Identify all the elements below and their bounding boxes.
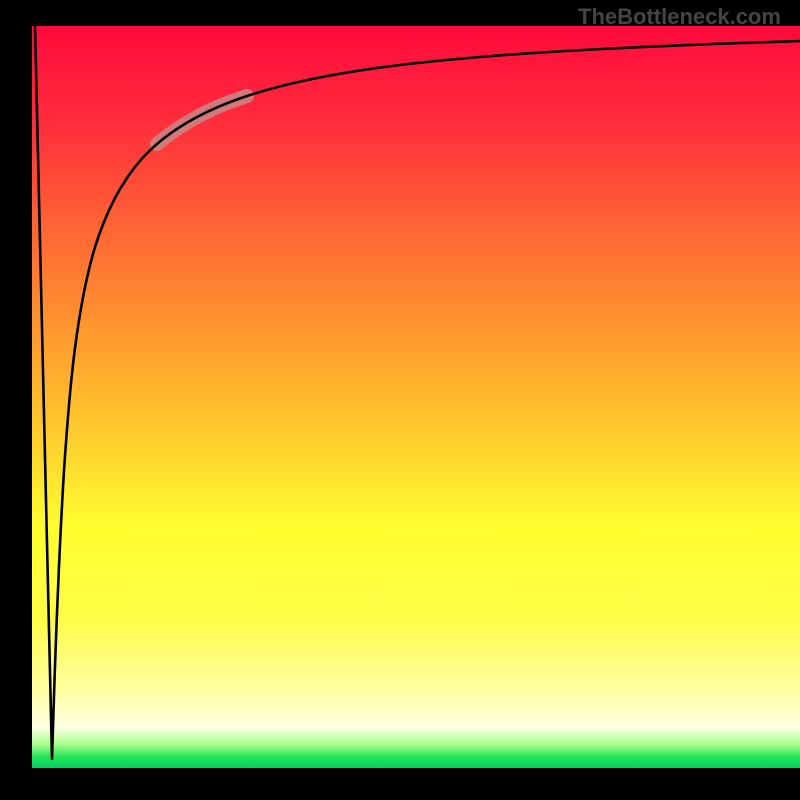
- highlight-segment: [157, 96, 247, 144]
- bottleneck-curve: [35, 26, 800, 759]
- curve-layer: [32, 26, 800, 768]
- chart-stage: TheBottleneck.com: [0, 0, 800, 800]
- plot-area: [32, 26, 800, 768]
- watermark-text: TheBottleneck.com: [578, 4, 781, 30]
